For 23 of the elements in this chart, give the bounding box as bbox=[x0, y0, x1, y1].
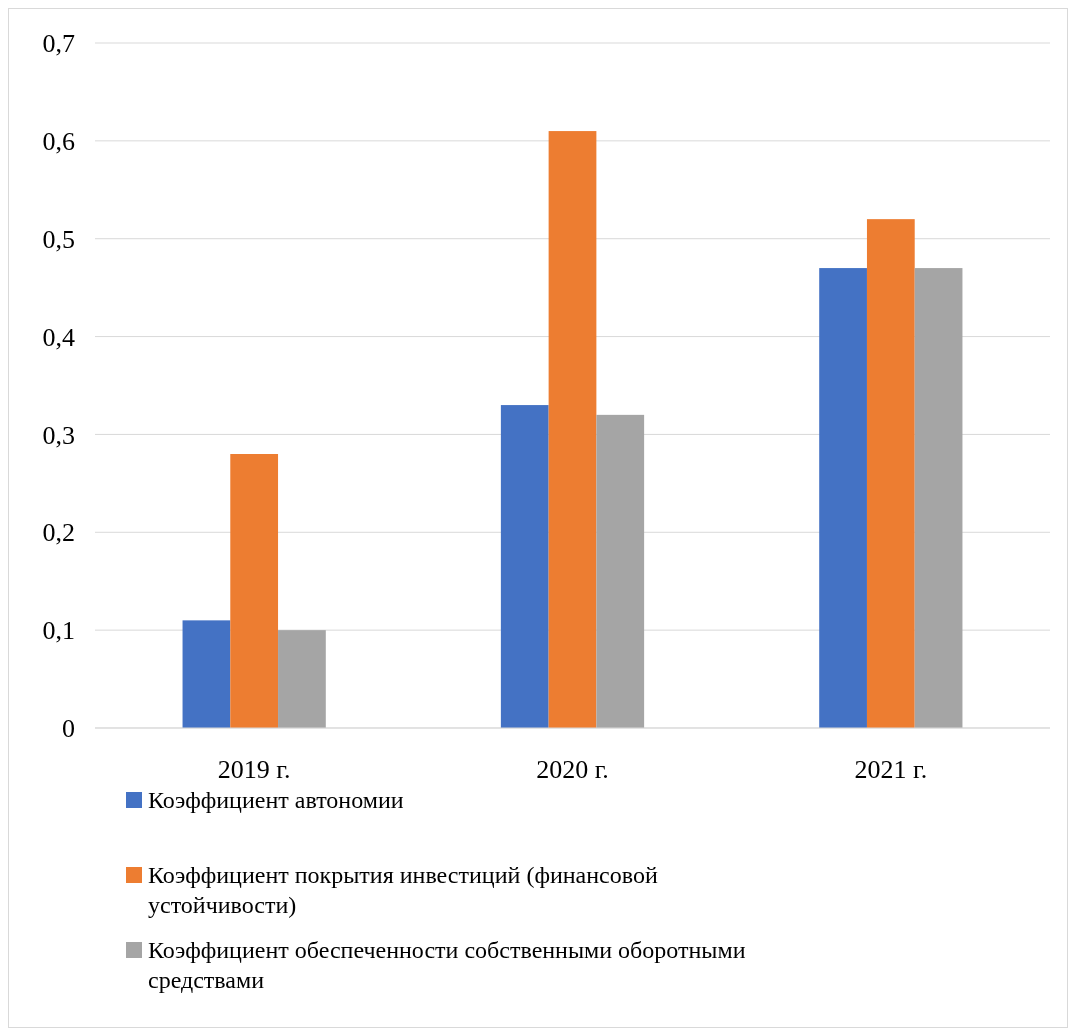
y-tick-label: 0,6 bbox=[42, 126, 75, 156]
y-tick-label: 0,4 bbox=[42, 322, 75, 352]
bar bbox=[182, 620, 231, 728]
x-tick-label: 2020 г. bbox=[536, 755, 609, 784]
y-tick-label: 0,2 bbox=[42, 518, 75, 548]
bar bbox=[278, 630, 326, 728]
bar bbox=[914, 268, 963, 728]
y-tick-label: 0,3 bbox=[42, 420, 75, 450]
x-tick-label: 2019 г. bbox=[217, 755, 291, 784]
bar bbox=[819, 268, 867, 728]
legend-label: Коэффициент автономии bbox=[148, 787, 404, 813]
legend-label: Коэффициент покрытия инвестиций (финансовой устойчивости) bbox=[148, 862, 658, 918]
y-tick-label: 0,7 bbox=[42, 29, 75, 59]
bar bbox=[866, 219, 915, 728]
y-tick-label: 0,1 bbox=[42, 616, 75, 646]
legend-label: Коэффициент обеспеченности собственными оборотными средствами bbox=[148, 937, 746, 993]
bar bbox=[548, 131, 597, 728]
bar bbox=[230, 454, 279, 728]
x-tick-label: 2021 г. bbox=[854, 755, 928, 784]
y-tick-label: 0,5 bbox=[42, 224, 75, 254]
bar bbox=[500, 405, 549, 728]
y-tick-label: 0 bbox=[62, 714, 75, 744]
bar bbox=[596, 414, 645, 728]
